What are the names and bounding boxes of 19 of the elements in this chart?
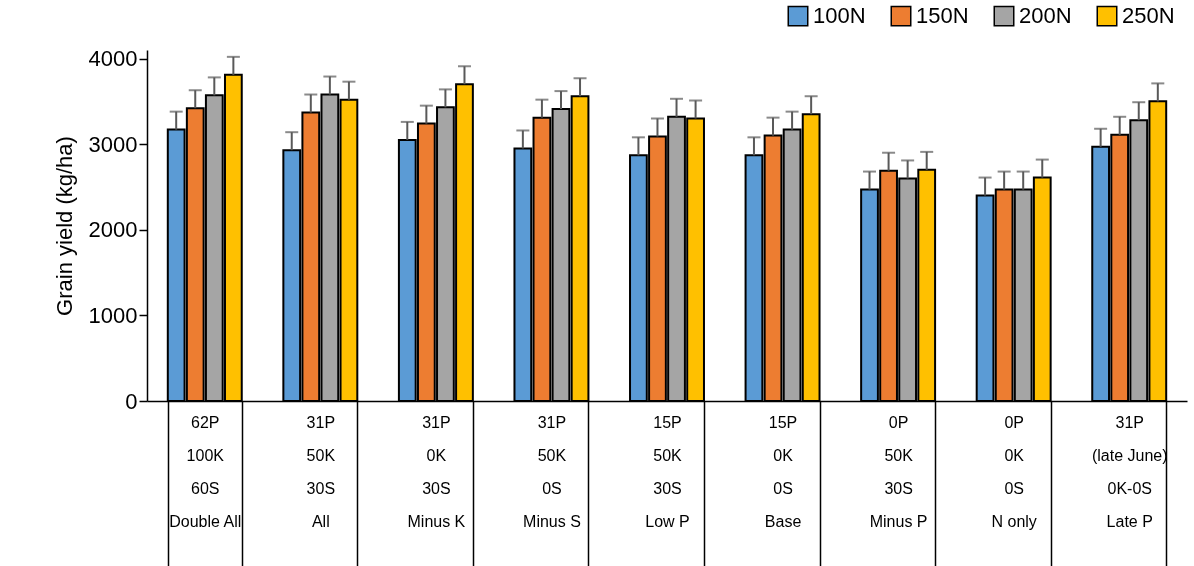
x-tick-label: 15P 50K 30S Low P — [645, 413, 690, 530]
legend-label: 200N — [1019, 3, 1072, 29]
y-tick-label: 3000 — [88, 131, 138, 157]
y-axis-title: Grain yield (kg/ha) — [51, 136, 77, 316]
x-tick-label: 31P (late June) 0K-0S Late P — [1091, 413, 1168, 530]
y-tick-label: 4000 — [88, 46, 138, 72]
x-tick-label: 31P 0K 30S Minus K — [407, 413, 466, 530]
x-tick-label: 62P 100K 60S Double All — [169, 413, 242, 530]
x-tick-label: 0P 50K 30S Minus P — [869, 413, 928, 530]
legend-label: 100N — [813, 3, 866, 29]
x-tick-label: 15P 0K 0S Base — [764, 413, 802, 530]
y-tick-label: 2000 — [88, 217, 138, 243]
y-tick-label: 0 — [125, 388, 138, 414]
y-tick-label: 1000 — [88, 302, 138, 328]
x-tick-label: 31P 50K 30S All — [306, 413, 336, 530]
x-tick-label: 31P 50K 0S Minus S — [523, 413, 581, 530]
x-tick-label: 0P 0K 0S N only — [991, 413, 1037, 530]
legend-label: 150N — [916, 3, 969, 29]
legend-label: 250N — [1122, 3, 1175, 29]
